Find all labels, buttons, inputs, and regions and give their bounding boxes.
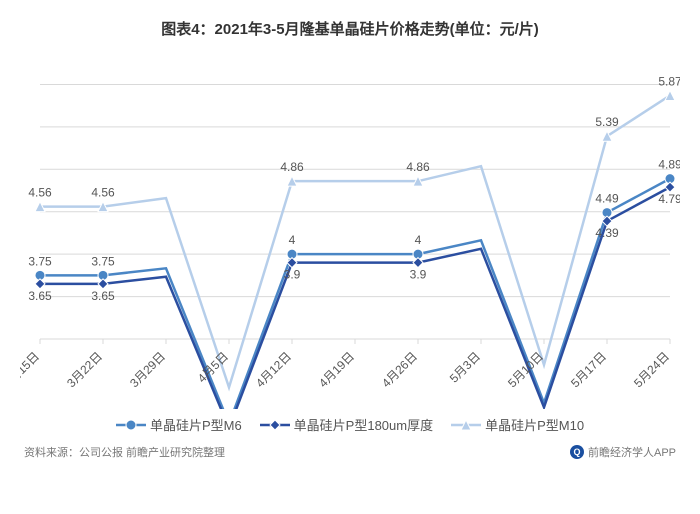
x-axis-label: 3月22日: [64, 349, 105, 390]
legend: 单晶硅片P型M6 单晶硅片P型180um厚度 单晶硅片P型M10: [20, 415, 680, 434]
data-point-label: 4.86: [406, 160, 430, 174]
x-axis-label: 5月3日: [447, 349, 483, 385]
data-point-label: 4: [415, 233, 422, 247]
data-point-label: 3.75: [28, 254, 52, 268]
legend-label: 单晶硅片P型180um厚度: [294, 415, 433, 434]
data-point-label: 4.56: [91, 186, 115, 200]
chart-title: 图表4：2021年3-5月隆基单晶硅片价格走势(单位：元/片): [20, 18, 680, 39]
x-axis-label: 3月15日: [20, 349, 42, 390]
data-point-label: 5.39: [595, 115, 619, 129]
data-point-label: 5.87: [658, 74, 680, 88]
data-point-label: 4: [289, 233, 296, 247]
data-point-label: 3.9: [410, 268, 427, 282]
data-point-label: 3.75: [91, 254, 115, 268]
footer: 资料来源：公司公报 前瞻产业研究院整理 Q 前瞻经济学人APP: [20, 434, 680, 460]
x-axis-label: 5月17日: [568, 349, 609, 390]
legend-item: 单晶硅片P型180um厚度: [260, 415, 433, 434]
legend-marker: [116, 418, 146, 432]
x-axis-label: 5月24日: [631, 349, 672, 390]
legend-marker: [451, 418, 481, 432]
x-axis-label: 4月26日: [379, 349, 420, 390]
legend-item: 单晶硅片P型M10: [451, 415, 584, 434]
data-point-label: 3.65: [91, 289, 115, 303]
x-axis-label: 3月29日: [127, 349, 168, 390]
data-point-label: 4.86: [280, 160, 304, 174]
source-text: 资料来源：公司公报 前瞻产业研究院整理: [24, 444, 225, 460]
x-axis-label: 4月12日: [253, 349, 294, 390]
chart-area: 3.75 3.75 4 4 4.49 4.89 3.65 3.65 3.9 3.9 4.39 4.79…: [20, 49, 680, 409]
legend-item: 单晶硅片P型M6: [116, 415, 242, 434]
logo-icon: Q: [570, 445, 584, 459]
data-point-label: 4.79: [658, 192, 680, 206]
data-point-label: 4.56: [28, 186, 52, 200]
data-point-label: 4.49: [595, 192, 619, 206]
legend-marker: [260, 418, 290, 432]
data-point-label: 3.9: [284, 268, 301, 282]
data-point-label: 3.65: [28, 289, 52, 303]
data-point-label: 4.39: [595, 226, 619, 240]
legend-label: 单晶硅片P型M6: [150, 415, 242, 434]
legend-label: 单晶硅片P型M10: [485, 415, 584, 434]
app-credit: Q 前瞻经济学人APP: [570, 444, 676, 460]
app-credit-text: 前瞻经济学人APP: [588, 444, 676, 460]
line-chart-svg: 3.75 3.75 4 4 4.49 4.89 3.65 3.65 3.9 3.9 4.39 4.79…: [20, 49, 680, 409]
data-point-label: 4.89: [658, 158, 680, 172]
x-axis-label: 4月19日: [316, 349, 357, 390]
chart-container: 图表4：2021年3-5月隆基单晶硅片价格走势(单位：元/片) 3.753.75…: [0, 0, 700, 514]
